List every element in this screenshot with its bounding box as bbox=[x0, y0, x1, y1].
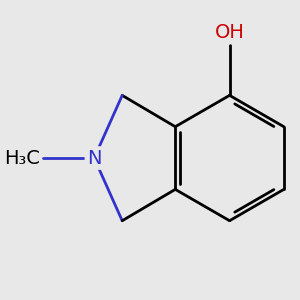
Text: N: N bbox=[87, 148, 101, 167]
Text: H₃C: H₃C bbox=[4, 148, 40, 167]
Text: OH: OH bbox=[214, 23, 244, 42]
